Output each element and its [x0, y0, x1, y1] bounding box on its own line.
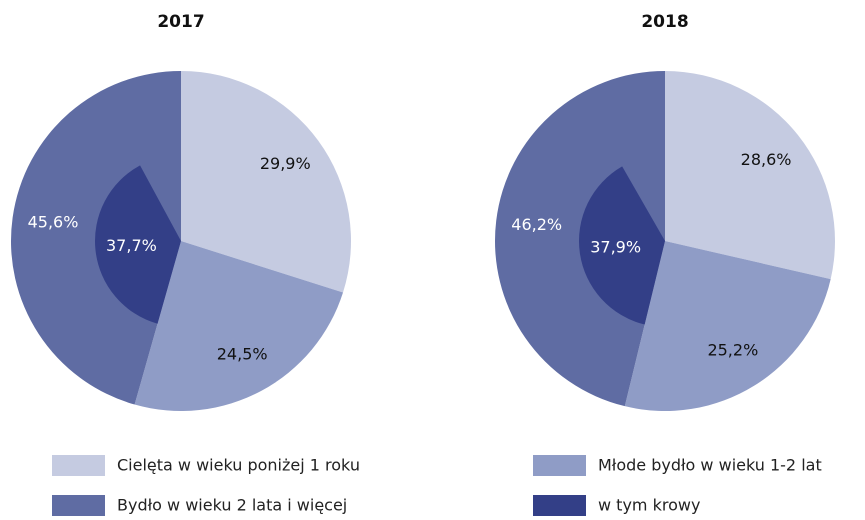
pie-title: 2018 — [641, 12, 688, 32]
legend-swatch — [533, 455, 586, 476]
slice-label: 29,9% — [260, 154, 311, 173]
pie-slice — [665, 71, 835, 280]
slice-label: 28,6% — [741, 150, 792, 169]
pie-slice — [181, 71, 351, 293]
slice-label: 25,2% — [707, 340, 758, 359]
legend-label: Bydło w wieku 2 lata i więcej — [117, 496, 347, 515]
subset-label: 37,7% — [106, 236, 157, 255]
legend-swatch — [533, 495, 586, 516]
legend-swatch — [52, 495, 105, 516]
slice-label: 46,2% — [511, 215, 562, 234]
legend-label: w tym krowy — [598, 496, 700, 515]
pie-subset — [579, 166, 665, 325]
subset-label: 37,9% — [590, 238, 641, 257]
legend-swatch — [52, 455, 105, 476]
legend-label: Cielęta w wieku poniżej 1 roku — [117, 456, 360, 475]
pie-subset — [94, 165, 181, 324]
slice-label: 24,5% — [217, 344, 268, 363]
pie-title: 2017 — [157, 12, 204, 32]
pie-slice — [134, 241, 344, 411]
pie-slice — [624, 241, 831, 411]
legend-label: Młode bydło w wieku 1-2 lat — [598, 456, 822, 475]
slice-label: 45,6% — [28, 213, 79, 232]
